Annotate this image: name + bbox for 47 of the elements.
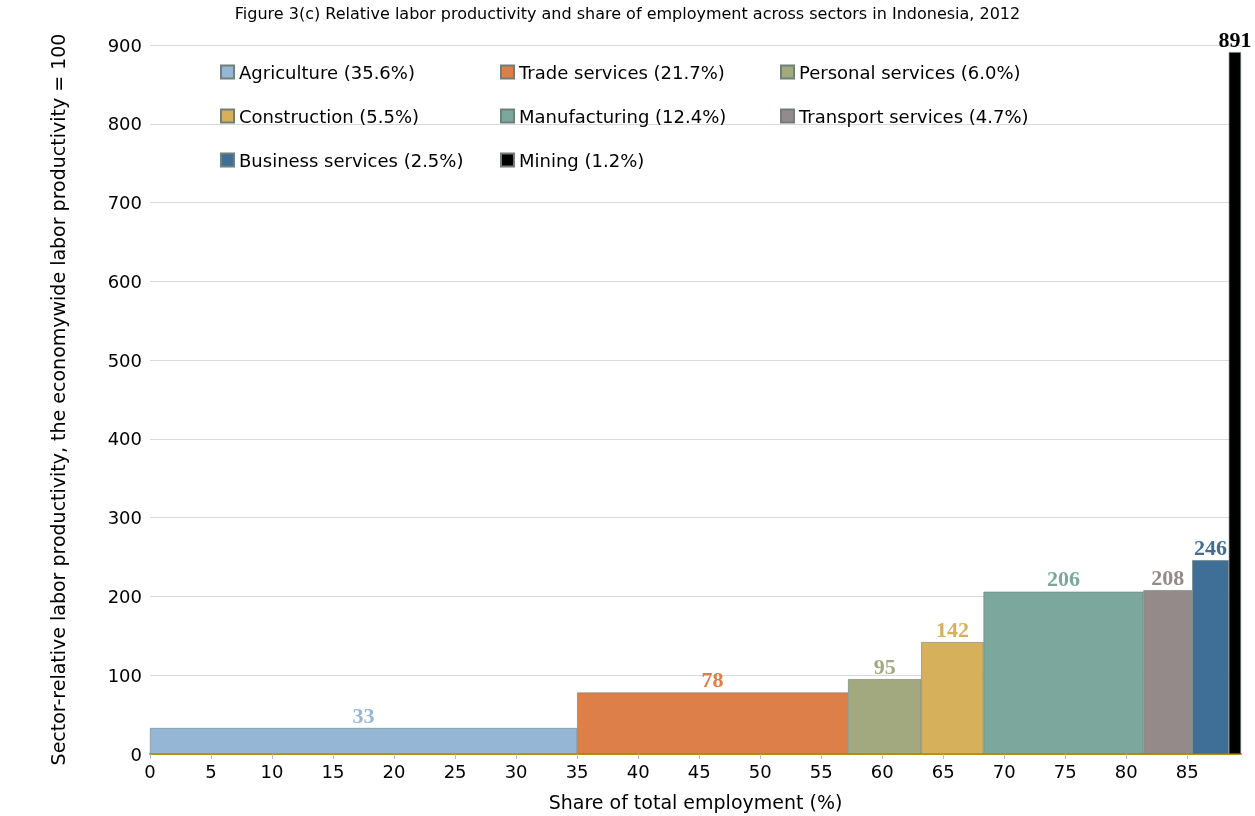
x-axis-title: Share of total employment (%) bbox=[548, 790, 843, 813]
x-tick-label: 65 bbox=[931, 760, 955, 782]
x-tick-label: 80 bbox=[1114, 760, 1138, 782]
y-tick-label: 600 bbox=[107, 270, 142, 292]
x-tick-label: 40 bbox=[626, 760, 650, 782]
x-tick-label: 10 bbox=[260, 760, 284, 782]
y-tick-label: 400 bbox=[107, 428, 142, 450]
data-label: 206 bbox=[1046, 566, 1080, 592]
x-tick-label: 5 bbox=[205, 760, 217, 782]
x-tick-label: 20 bbox=[382, 760, 406, 782]
legend-label: Mining (1.2%) bbox=[519, 149, 645, 171]
data-label: 208 bbox=[1151, 564, 1185, 590]
y-tick-label: 300 bbox=[107, 507, 142, 529]
y-tick-label: 0 bbox=[130, 743, 142, 765]
x-tick-label: 70 bbox=[992, 760, 1016, 782]
legend-label: Trade services (21.7%) bbox=[518, 61, 725, 83]
legend-label: Manufacturing (12.4%) bbox=[519, 105, 727, 127]
y-tick-label: 200 bbox=[107, 585, 142, 607]
legend-label: Construction (5.5%) bbox=[239, 105, 420, 127]
x-tick-label: 55 bbox=[809, 760, 833, 782]
legend-label: Agriculture (35.6%) bbox=[239, 61, 415, 83]
x-tick-label: 30 bbox=[504, 760, 528, 782]
x-tick-label: 45 bbox=[687, 760, 711, 782]
x-tick-label: 85 bbox=[1175, 760, 1199, 782]
y-tick-label: 900 bbox=[107, 34, 142, 56]
data-label: 142 bbox=[935, 616, 969, 642]
x-tick-label: 50 bbox=[748, 760, 772, 782]
legend-label: Business services (2.5%) bbox=[239, 149, 464, 171]
chart-title: Figure 3(c) Relative labor productivity and share of employment across sectors in Indonesia, 2012 bbox=[234, 3, 1021, 23]
x-tick-label: 60 bbox=[870, 760, 894, 782]
x-tick-label: 75 bbox=[1053, 760, 1077, 782]
x-tick-label: 35 bbox=[565, 760, 589, 782]
data-label: 78 bbox=[701, 667, 724, 693]
y-tick-label: 700 bbox=[107, 192, 142, 214]
legend-label: Personal services (6.0%) bbox=[799, 61, 1021, 83]
data-label: 246 bbox=[1193, 534, 1227, 560]
legend-label: Transport services (4.7%) bbox=[798, 105, 1029, 127]
data-label: 95 bbox=[873, 653, 896, 679]
data-label: 891 bbox=[1218, 26, 1252, 52]
y-tick-label: 800 bbox=[107, 113, 142, 135]
y-axis-title: Sector-relative labor productivity, the economywide labor productivity = 100 bbox=[47, 33, 69, 766]
y-tick-label: 500 bbox=[107, 349, 142, 371]
y-tick-label: 100 bbox=[107, 664, 142, 686]
x-tick-label: 0 bbox=[144, 760, 156, 782]
data-label: 33 bbox=[352, 702, 375, 728]
x-tick-label: 25 bbox=[443, 760, 467, 782]
x-tick-label: 15 bbox=[321, 760, 345, 782]
